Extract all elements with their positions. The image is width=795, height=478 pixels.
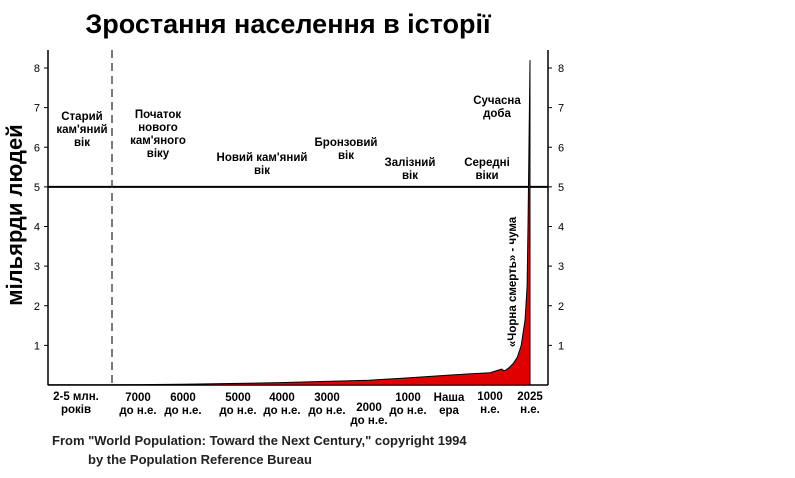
era-label-e6: Сучасна доба xyxy=(473,95,521,120)
y-tick-label-right: 7 xyxy=(558,103,564,115)
y-tick-label-right: 4 xyxy=(558,222,564,234)
y-tick-label-right: 5 xyxy=(558,182,564,194)
y-tick-label-left: 8 xyxy=(34,63,40,75)
x-tick-label-t2: 6000 до н.е. xyxy=(164,392,201,417)
era-label-e1: Початок нового кам'яного віку xyxy=(130,109,186,160)
x-tick-label-t6: 2000 до н.е. xyxy=(350,402,387,427)
x-tick-label-t10: 2025 н.е. xyxy=(517,391,543,416)
y-tick-label-left: 5 xyxy=(34,182,40,194)
x-tick-label-t8: Наша ера xyxy=(434,392,465,417)
era-label-e5: Середні віки xyxy=(464,157,510,182)
y-tick-label-right: 2 xyxy=(558,301,564,313)
y-tick-label-right: 1 xyxy=(558,340,564,352)
source-line-2: by the Population Reference Bureau xyxy=(88,452,312,467)
annotation-plague: «Чорна смерть» - чума xyxy=(507,216,519,347)
y-tick-label-left: 4 xyxy=(34,222,40,234)
x-tick-label-t3: 5000 до н.е. xyxy=(219,392,256,417)
chart-marks: 1 1 2 2 3 3 4 4 5 5 6 6 7 7 8 8 Старий кам'яний вік Початок… xyxy=(34,50,564,427)
era-label-e2: Новий кам'яний вік xyxy=(217,152,308,177)
y-axis-label: мільярди людей xyxy=(2,124,27,305)
era-label-e4: Залізний вік xyxy=(385,157,436,182)
y-tick-label-right: 8 xyxy=(558,63,564,75)
x-tick-label-t7: 1000 до н.е. xyxy=(389,392,426,417)
y-tick-label-left: 3 xyxy=(34,261,40,273)
y-tick-label-right: 3 xyxy=(558,261,564,273)
y-tick-label-left: 1 xyxy=(34,340,40,352)
chart-title: Зростання населення в історії xyxy=(85,9,492,39)
population-area xyxy=(47,60,531,386)
era-label-e0: Старий кам'яний вік xyxy=(56,111,107,149)
x-tick-label-t0: 2-5 млн. років xyxy=(53,391,99,416)
x-tick-label-t9: 1000 н.е. xyxy=(477,391,503,416)
source-line-1: From "World Population: Toward the Next … xyxy=(52,433,467,448)
era-label-e3: Бронзовий вік xyxy=(315,137,378,162)
y-tick-label-left: 2 xyxy=(34,301,40,313)
y-tick-label-left: 7 xyxy=(34,103,40,115)
y-tick-label-right: 6 xyxy=(558,142,564,154)
x-tick-label-t5: 3000 до н.е. xyxy=(308,392,345,417)
x-tick-label-t1: 7000 до н.е. xyxy=(119,392,156,417)
x-tick-label-t4: 4000 до н.е. xyxy=(263,392,300,417)
y-tick-label-left: 6 xyxy=(34,142,40,154)
